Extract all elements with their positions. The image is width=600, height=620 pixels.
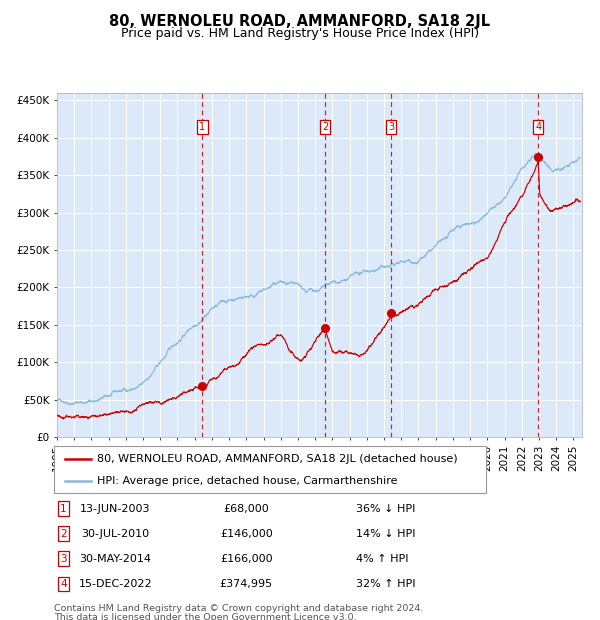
Text: 1: 1 bbox=[60, 503, 67, 513]
Text: 2: 2 bbox=[322, 122, 328, 131]
Text: 3: 3 bbox=[388, 122, 394, 131]
Text: Price paid vs. HM Land Registry's House Price Index (HPI): Price paid vs. HM Land Registry's House … bbox=[121, 27, 479, 40]
Text: 36% ↓ HPI: 36% ↓ HPI bbox=[356, 503, 415, 513]
Text: 30-JUL-2010: 30-JUL-2010 bbox=[82, 529, 149, 539]
Text: 2: 2 bbox=[60, 529, 67, 539]
Text: HPI: Average price, detached house, Carmarthenshire: HPI: Average price, detached house, Carm… bbox=[97, 476, 398, 486]
Text: £68,000: £68,000 bbox=[223, 503, 269, 513]
Text: 14% ↓ HPI: 14% ↓ HPI bbox=[356, 529, 415, 539]
Text: 4% ↑ HPI: 4% ↑ HPI bbox=[356, 554, 408, 564]
FancyBboxPatch shape bbox=[54, 446, 486, 493]
Text: £166,000: £166,000 bbox=[220, 554, 272, 564]
Text: 4: 4 bbox=[535, 122, 541, 131]
Text: 30-MAY-2014: 30-MAY-2014 bbox=[79, 554, 151, 564]
Text: 4: 4 bbox=[60, 579, 67, 589]
Text: 15-DEC-2022: 15-DEC-2022 bbox=[79, 579, 152, 589]
Text: This data is licensed under the Open Government Licence v3.0.: This data is licensed under the Open Gov… bbox=[54, 613, 356, 620]
Text: Contains HM Land Registry data © Crown copyright and database right 2024.: Contains HM Land Registry data © Crown c… bbox=[54, 604, 424, 613]
Text: 80, WERNOLEU ROAD, AMMANFORD, SA18 2JL: 80, WERNOLEU ROAD, AMMANFORD, SA18 2JL bbox=[109, 14, 491, 29]
Text: 1: 1 bbox=[199, 122, 206, 131]
Text: 80, WERNOLEU ROAD, AMMANFORD, SA18 2JL (detached house): 80, WERNOLEU ROAD, AMMANFORD, SA18 2JL (… bbox=[97, 454, 458, 464]
Text: 32% ↑ HPI: 32% ↑ HPI bbox=[356, 579, 415, 589]
Text: £146,000: £146,000 bbox=[220, 529, 272, 539]
Text: 13-JUN-2003: 13-JUN-2003 bbox=[80, 503, 151, 513]
Text: £374,995: £374,995 bbox=[220, 579, 273, 589]
Text: 3: 3 bbox=[60, 554, 67, 564]
